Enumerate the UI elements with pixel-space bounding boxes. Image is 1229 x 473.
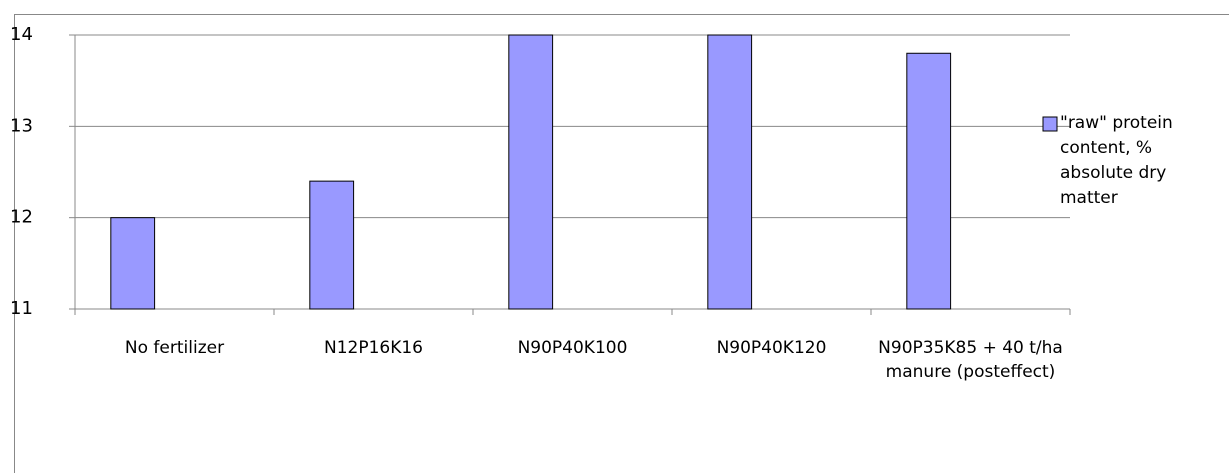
y-tick-label: 11 (10, 298, 33, 319)
y-tick-label: 13 (10, 115, 33, 136)
x-tick-label: N90P40K100 (517, 338, 628, 358)
bar (508, 34, 554, 310)
legend-label: "raw" protein content, % absolute dry ma… (1060, 113, 1173, 208)
x-tick-label: No fertilizer (124, 338, 225, 358)
y-tick-label: 14 (10, 24, 33, 45)
x-tick-label: N12P16K16 (323, 338, 423, 358)
x-tick-label: N90P40K120 (716, 338, 827, 358)
bar (707, 34, 753, 310)
bar (906, 52, 952, 310)
y-tick-label: 12 (10, 207, 33, 228)
bar (110, 217, 156, 310)
bar (309, 180, 355, 310)
legend-swatch (1042, 116, 1058, 132)
x-tick-label: N90P35K85 + 40 t/ha manure (posteffect) (878, 338, 1063, 382)
chart-frame (14, 14, 1229, 473)
